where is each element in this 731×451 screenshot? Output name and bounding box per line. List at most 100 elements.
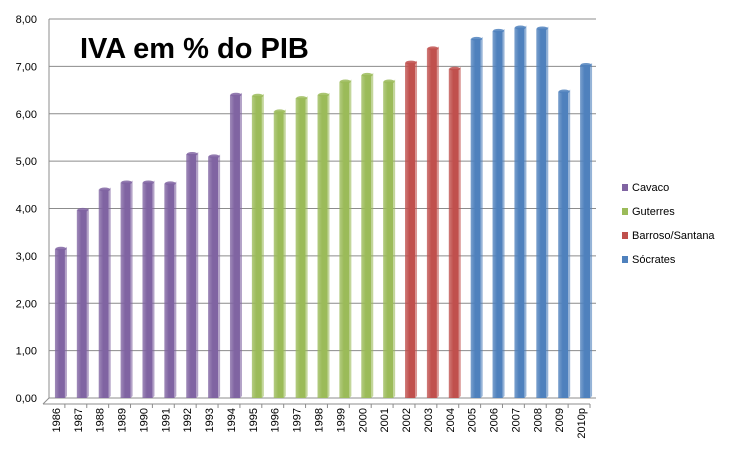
x-tick-label: 1998 bbox=[314, 408, 326, 432]
bars bbox=[54, 25, 593, 399]
bar-side bbox=[480, 36, 483, 399]
legend-item: Sócrates bbox=[622, 254, 676, 266]
x-tick-label: 1992 bbox=[182, 408, 194, 432]
bar-body bbox=[98, 189, 109, 398]
bar bbox=[492, 28, 505, 398]
x-tick-label: 2004 bbox=[445, 408, 457, 432]
floor-edge bbox=[42, 397, 50, 405]
y-tick-label: 4,00 bbox=[16, 204, 37, 216]
bar-side bbox=[546, 26, 549, 398]
x-tick-label: 1999 bbox=[335, 408, 347, 432]
bar-body bbox=[186, 154, 197, 398]
x-tick-label: 1991 bbox=[160, 408, 172, 432]
bar bbox=[142, 180, 155, 398]
x-tick-label: 2000 bbox=[357, 408, 369, 432]
x-tick-label: 1988 bbox=[95, 408, 107, 432]
bar-side bbox=[239, 92, 242, 399]
bar-body bbox=[426, 48, 437, 399]
bar-body bbox=[54, 248, 65, 398]
bar-side bbox=[502, 28, 505, 398]
legend-label: Barroso/Santana bbox=[632, 230, 715, 242]
bar-side bbox=[327, 92, 330, 399]
bar bbox=[448, 66, 461, 399]
bar-side bbox=[305, 96, 308, 399]
bar bbox=[229, 92, 242, 399]
bar-side bbox=[349, 79, 352, 398]
bar bbox=[470, 36, 483, 399]
x-tick-label: 2006 bbox=[489, 408, 501, 432]
bar-body bbox=[229, 94, 240, 399]
bar-side bbox=[436, 46, 439, 399]
bar bbox=[186, 152, 199, 398]
bar bbox=[536, 26, 549, 398]
bar-body bbox=[142, 182, 153, 398]
legend-label: Cavaco bbox=[632, 182, 669, 194]
legend-item: Barroso/Santana bbox=[622, 230, 715, 242]
bar bbox=[558, 89, 571, 398]
bar-side bbox=[86, 207, 89, 398]
bar-body bbox=[208, 156, 219, 398]
bar-side bbox=[371, 72, 374, 398]
x-tick-label: 2010p bbox=[576, 408, 588, 439]
x-tick-labels: 1986 1987 1988 1989 1990 1991 1992 1993 1994 1995… bbox=[51, 408, 588, 439]
legend-swatch bbox=[622, 208, 628, 215]
x-tick-label: 2007 bbox=[510, 408, 522, 432]
bar bbox=[361, 72, 374, 398]
x-tick-label: 2001 bbox=[379, 408, 391, 432]
x-tick-label: 1997 bbox=[292, 408, 304, 432]
bar-body bbox=[405, 62, 416, 399]
x-tick-label: 1993 bbox=[204, 408, 216, 432]
bar-side bbox=[261, 93, 264, 398]
y-tick-label: 2,00 bbox=[16, 298, 37, 310]
bar bbox=[580, 62, 593, 399]
legend-label: Guterres bbox=[632, 206, 675, 218]
bar-side bbox=[283, 109, 286, 398]
bar-body bbox=[558, 91, 569, 398]
bar-body bbox=[383, 81, 394, 398]
bar-body bbox=[448, 68, 459, 399]
bar bbox=[208, 154, 221, 398]
bar-body bbox=[295, 98, 306, 399]
x-tick-label: 1990 bbox=[138, 408, 150, 432]
x-tick-label: 2002 bbox=[401, 408, 413, 432]
y-tick-label: 6,00 bbox=[16, 109, 37, 121]
legend-swatch bbox=[622, 256, 628, 263]
bar-body bbox=[514, 27, 525, 399]
bar bbox=[120, 180, 133, 398]
bar bbox=[405, 60, 418, 399]
legend-label: Sócrates bbox=[632, 254, 676, 266]
legend-swatch bbox=[622, 232, 628, 239]
bar-side bbox=[174, 181, 177, 398]
bar-side bbox=[218, 154, 221, 398]
bar bbox=[317, 92, 330, 399]
bar bbox=[514, 25, 527, 399]
bar-body bbox=[339, 81, 350, 398]
bar-body bbox=[251, 95, 262, 398]
bar-side bbox=[524, 25, 527, 399]
x-tick-label: 2005 bbox=[467, 408, 479, 432]
bar-body bbox=[273, 111, 284, 398]
bar bbox=[54, 246, 67, 398]
legend-item: Cavaco bbox=[622, 182, 669, 194]
x-tick-label: 1995 bbox=[248, 408, 260, 432]
bar-body bbox=[164, 183, 175, 398]
bar-body bbox=[76, 209, 87, 398]
bar bbox=[426, 46, 439, 399]
bar bbox=[76, 207, 89, 398]
bar-body bbox=[120, 182, 131, 398]
bar bbox=[164, 181, 177, 398]
bar-side bbox=[393, 79, 396, 398]
y-tick-label: 7,00 bbox=[16, 61, 37, 73]
bar-side bbox=[415, 60, 418, 399]
bar bbox=[339, 79, 352, 398]
bar bbox=[295, 96, 308, 399]
legend-item: Guterres bbox=[622, 206, 675, 218]
bar bbox=[273, 109, 286, 398]
bar-side bbox=[130, 180, 133, 398]
x-tick-label: 1987 bbox=[73, 408, 85, 432]
chart-title: IVA em % do PIB bbox=[80, 33, 309, 65]
bar-body bbox=[361, 74, 372, 398]
x-tick-label: 1986 bbox=[51, 408, 63, 432]
y-tick-label: 8,00 bbox=[16, 14, 37, 26]
bar bbox=[251, 93, 264, 398]
